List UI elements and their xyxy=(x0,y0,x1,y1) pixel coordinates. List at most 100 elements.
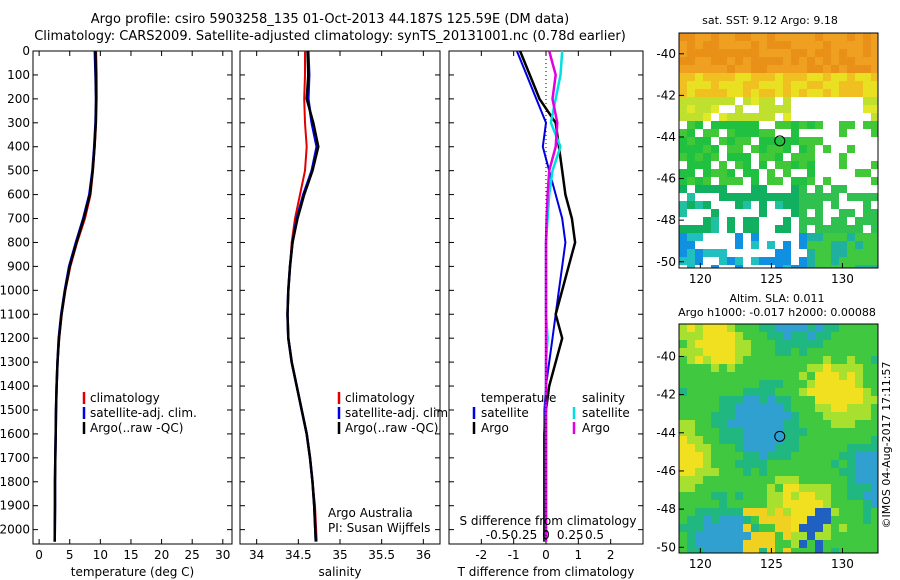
sla_map-cell xyxy=(815,396,823,404)
sla_map-cell xyxy=(855,532,863,540)
sst_map-cell xyxy=(815,137,823,145)
sst_map-cell xyxy=(727,41,735,49)
sst_map-cell xyxy=(799,161,807,169)
sla_map-cell xyxy=(703,548,711,553)
sst_map-cell xyxy=(871,57,878,65)
sla_map-cell xyxy=(799,484,807,492)
sla_map-cell xyxy=(703,500,711,508)
sla_map-cell xyxy=(823,500,831,508)
sla_map-cell xyxy=(711,340,719,348)
sst_map-cell xyxy=(735,129,743,137)
sla_map-cell xyxy=(735,404,743,412)
sst_map-cell xyxy=(719,57,727,65)
sst_map-cell xyxy=(775,193,783,201)
sst_map-cell xyxy=(791,89,799,97)
sst_map-cell xyxy=(807,57,815,65)
sla_map-cell xyxy=(687,460,695,468)
sla_map-cell xyxy=(807,356,815,364)
sla_map-cell xyxy=(847,420,855,428)
sst_map-cell xyxy=(791,265,799,268)
sla_map-cell xyxy=(735,492,743,500)
sst_map-cell xyxy=(791,73,799,81)
sst_map-cell xyxy=(679,97,687,105)
sla_map-cell xyxy=(767,484,775,492)
temperature-legend-label: satellite-adj. clim. xyxy=(90,406,197,420)
sst_map-cell xyxy=(743,33,751,41)
sla_map-cell xyxy=(783,340,791,348)
sst_map-cell xyxy=(703,65,711,73)
salinity-frame xyxy=(239,50,441,545)
sla_map-cell xyxy=(703,444,711,452)
sla_map-cell xyxy=(783,484,791,492)
sla_map-cell xyxy=(807,348,815,356)
sst_map-cell xyxy=(783,265,791,268)
sla_map-cell xyxy=(751,420,759,428)
sst_map-cell xyxy=(711,57,719,65)
sla_map-cell xyxy=(695,548,703,553)
sst_map-cell xyxy=(767,105,775,113)
sla_map-cell xyxy=(799,468,807,476)
sst_map-cell xyxy=(807,65,815,73)
sla_map-cell xyxy=(855,468,863,476)
sla_map-cell xyxy=(759,340,767,348)
sst_map-cell xyxy=(831,73,839,81)
sst_map-cell xyxy=(759,153,767,161)
sla_map-cell xyxy=(799,492,807,500)
sst_map-cell xyxy=(727,177,735,185)
sla_map-cell xyxy=(783,396,791,404)
sst_map-cell xyxy=(751,169,759,177)
sla_map-cell xyxy=(855,500,863,508)
sla_map-cell xyxy=(791,516,799,524)
sst_map-cell xyxy=(679,169,687,177)
sla_map-cell xyxy=(783,404,791,412)
sla_map-cell xyxy=(767,332,775,340)
sla_map-cell xyxy=(847,476,855,484)
sla_map-cell xyxy=(711,516,719,524)
sst_map-cell xyxy=(727,65,735,73)
sst_map-cell xyxy=(767,89,775,97)
sst_map-cell xyxy=(775,65,783,73)
sst_map-cell xyxy=(743,113,751,121)
sst_map-cell xyxy=(807,257,815,265)
sla_map-cell xyxy=(695,444,703,452)
sla_map-cell xyxy=(839,452,847,460)
sst_map-cell xyxy=(759,185,767,193)
sst_map-cell xyxy=(759,145,767,153)
sla_map-cell xyxy=(679,324,687,332)
sst_map-cell xyxy=(695,81,703,89)
sst_map-cell xyxy=(855,81,863,89)
sst_map-cell xyxy=(695,113,703,121)
sst_map-cell xyxy=(823,73,831,81)
sla_map-cell xyxy=(727,500,735,508)
sst_map-cell xyxy=(791,49,799,57)
sla_map-cell xyxy=(727,356,735,364)
depth-tick-label: 2000 xyxy=(0,523,30,537)
sst_map-cell xyxy=(783,113,791,121)
sst_map-cell xyxy=(695,33,703,41)
sla_map-cell xyxy=(815,412,823,420)
sla_map-cell xyxy=(703,436,711,444)
sla_map-cell xyxy=(719,468,727,476)
sla_map-cell xyxy=(783,524,791,532)
sla_map-cell xyxy=(767,460,775,468)
sst_map-cell xyxy=(799,241,807,249)
sla_map-cell xyxy=(791,476,799,484)
sla_map-cell xyxy=(839,404,847,412)
sla_map-cell xyxy=(719,444,727,452)
sla_map-cell xyxy=(727,540,735,548)
salinity-xtick-label: 36 xyxy=(416,548,431,562)
sla_map-cell xyxy=(791,524,799,532)
sla_map-cell xyxy=(679,516,687,524)
sla_map-cell xyxy=(831,468,839,476)
sla_map-cell xyxy=(775,492,783,500)
sst_map-cell xyxy=(759,57,767,65)
sla_map-cell xyxy=(719,380,727,388)
sst_map-cell xyxy=(847,57,855,65)
sla_map-cell xyxy=(735,380,743,388)
sla_map-cell xyxy=(863,404,871,412)
sst_map-cell xyxy=(687,225,695,233)
sst_map-cell xyxy=(855,73,863,81)
sst_map-cell xyxy=(799,177,807,185)
sst_map-cell xyxy=(831,249,839,257)
sla_map-cell xyxy=(847,324,855,332)
